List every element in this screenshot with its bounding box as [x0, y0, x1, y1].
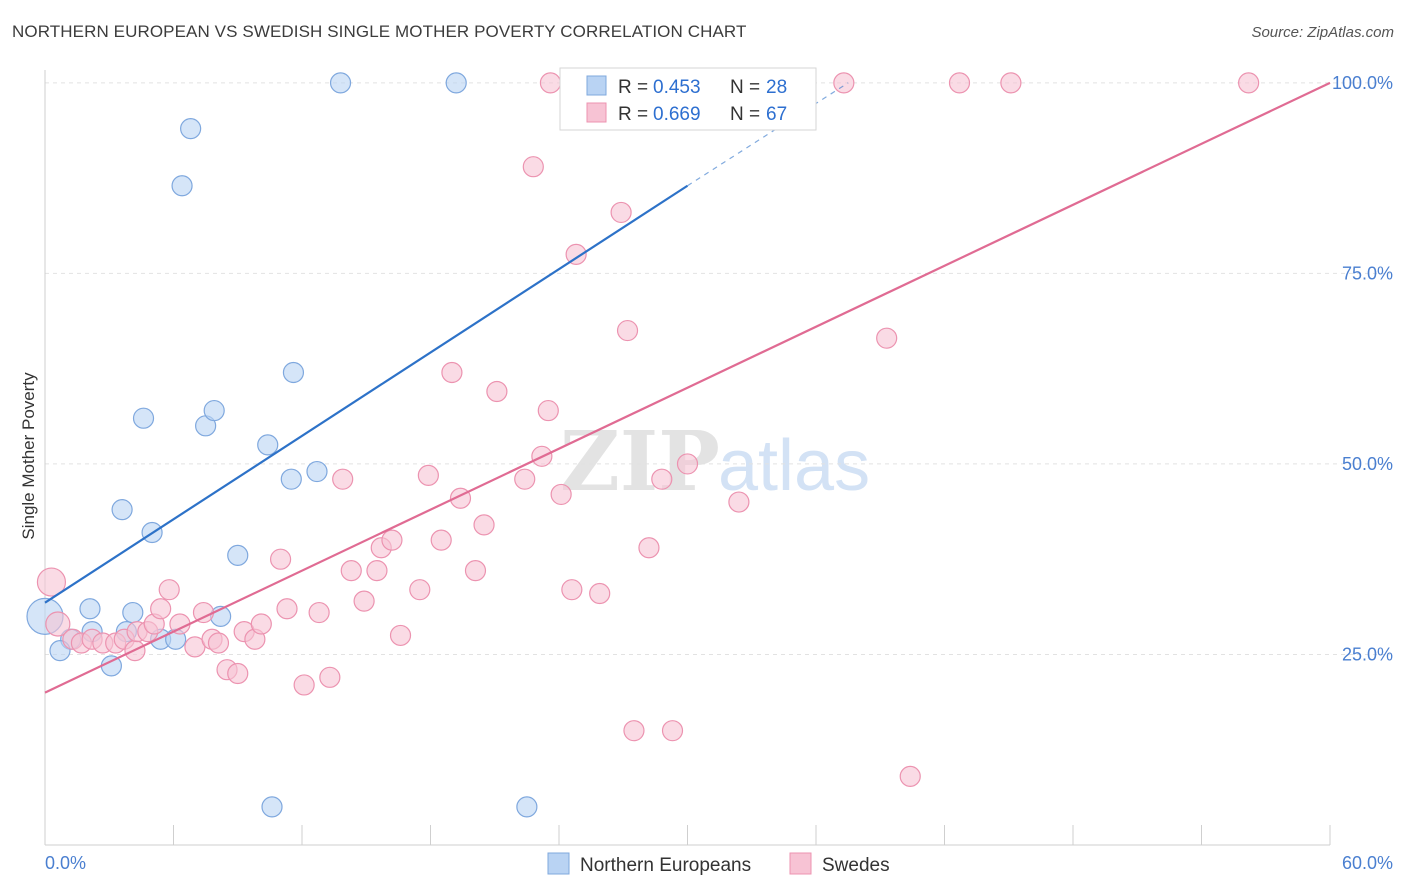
chart-title: NORTHERN EUROPEAN VS SWEDISH SINGLE MOTH…	[12, 22, 747, 41]
trend-line-northern-europeans-extension	[687, 82, 849, 187]
swedes-point	[565, 243, 587, 265]
swedes-point	[589, 582, 611, 605]
watermark: ZIP atlas	[560, 414, 870, 510]
legend-swatch-northern-europeans	[547, 852, 570, 875]
swedes-point	[353, 590, 375, 612]
swedes-point	[610, 201, 632, 224]
northern-europeans-point	[257, 434, 279, 456]
swedes-point	[150, 598, 172, 620]
x-tick-label-60: 60.0%	[1342, 853, 1393, 873]
swedes-point	[441, 361, 463, 384]
swedes-point	[308, 601, 330, 624]
swedes-point	[514, 468, 536, 490]
stats-n-label-2: N =	[730, 104, 760, 125]
swedes-point	[207, 632, 230, 654]
swedes-point	[293, 674, 315, 696]
stats-n-label-1: N =	[730, 77, 760, 98]
northern-europeans-point	[79, 598, 101, 620]
stats-r-value-1: 0.453	[653, 77, 701, 98]
swedes-point	[550, 483, 572, 506]
northern-europeans-point	[445, 72, 467, 94]
swedes-point	[464, 560, 487, 582]
x-tick-label-0: 0.0%	[45, 853, 86, 873]
swedes-point	[561, 579, 583, 601]
northern-europeans-point	[111, 499, 133, 521]
swedes-point	[1000, 72, 1022, 94]
y-tick-labels: 25.0% 50.0% 75.0% 100.0%	[1332, 73, 1393, 665]
northern-europeans-point	[306, 460, 328, 483]
swedes-point	[616, 319, 639, 342]
swedes-point	[638, 537, 660, 559]
trend-line-northern-europeans	[44, 184, 689, 604]
northern-europeans-point	[122, 601, 144, 624]
bottom-legend: Northern Europeans Swedes	[547, 852, 890, 876]
swedes-point	[623, 720, 645, 742]
swedes-point	[276, 598, 298, 620]
northern-europeans-point	[132, 407, 155, 429]
y-tick-label-25: 25.0%	[1342, 644, 1393, 664]
northern-europeans-point	[180, 117, 202, 140]
swedes-point	[381, 529, 403, 551]
swedes-point	[332, 468, 354, 490]
northern-europeans-point	[227, 544, 249, 566]
swedes-point	[473, 514, 495, 536]
swedes-point	[319, 666, 341, 688]
legend-label-swedes: Swedes	[822, 855, 890, 876]
y-axis-label: Single Mother Poverty	[19, 372, 38, 540]
trend-lines	[44, 81, 1331, 694]
stats-r-label-1: R =	[618, 77, 648, 98]
stats-n-value-1: 28	[766, 77, 787, 98]
trend-line-swedes	[44, 81, 1331, 694]
swedes-point	[899, 765, 921, 788]
swedes-point	[227, 662, 249, 685]
legend-swatch-swedes	[789, 852, 812, 875]
swedes-point	[250, 613, 272, 635]
stats-n-value-2: 67	[766, 104, 787, 125]
x-ticks	[44, 825, 1331, 845]
northern-europeans-point	[280, 468, 302, 490]
swedes-point	[539, 72, 562, 94]
stats-swatch-pink	[586, 102, 607, 123]
swedes-point	[430, 529, 452, 551]
grid-lines	[45, 82, 1390, 655]
y-tick-label-50: 50.0%	[1342, 454, 1393, 474]
swedes-point	[1238, 72, 1260, 94]
northern-europeans-point	[329, 72, 352, 94]
swedes-point	[340, 560, 362, 582]
stats-legend: R = 0.453 N = 28 R = 0.669 N = 67	[559, 67, 817, 131]
swedes-point	[876, 327, 898, 349]
stats-r-value-2: 0.669	[653, 104, 701, 125]
y-tick-label-100: 100.0%	[1332, 73, 1393, 93]
stats-swatch-blue	[586, 75, 607, 96]
northern-europeans-point	[171, 175, 193, 197]
swedes-point	[389, 624, 412, 647]
swedes-point	[522, 156, 544, 178]
stats-r-label-2: R =	[618, 104, 648, 125]
swedes-point	[486, 380, 508, 403]
swedes-point	[676, 453, 699, 475]
swedes-point	[269, 548, 292, 570]
y-tick-label-75: 75.0%	[1342, 263, 1393, 283]
northern-europeans-point	[261, 796, 283, 818]
swedes-point	[417, 464, 439, 486]
northern-europeans-point	[203, 399, 225, 422]
swedes-point	[948, 72, 971, 94]
swedes-point	[366, 560, 388, 582]
source-label: Source: ZipAtlas.com	[1251, 24, 1394, 41]
swedes-point	[728, 491, 750, 513]
x-tick-labels: 0.0% 60.0%	[45, 853, 1393, 873]
swedes-point	[651, 468, 673, 490]
northern-europeans-point	[282, 361, 305, 384]
legend-label-northern-europeans: Northern Europeans	[580, 855, 751, 876]
swedes-point	[537, 399, 559, 422]
swedes-point	[661, 720, 684, 742]
swedes-point	[45, 611, 71, 637]
northern-europeans-point	[516, 796, 538, 818]
swedes-point	[409, 579, 431, 601]
swedes-point	[833, 72, 855, 94]
swedes-point	[36, 567, 67, 597]
swedes-point	[158, 579, 180, 601]
